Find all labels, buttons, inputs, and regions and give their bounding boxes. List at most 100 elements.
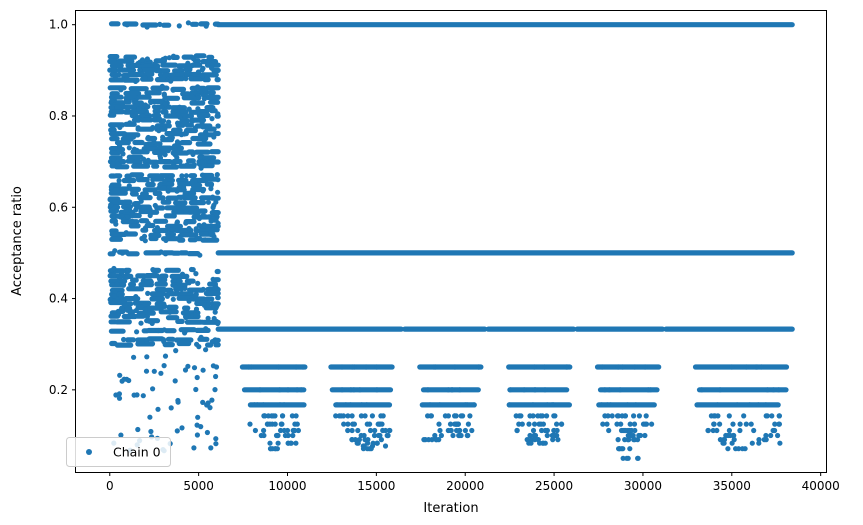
data-point bbox=[624, 455, 630, 461]
data-point bbox=[386, 427, 392, 434]
data-point bbox=[193, 226, 199, 232]
data-point bbox=[142, 225, 149, 231]
data-point bbox=[116, 67, 122, 73]
data-point bbox=[139, 57, 146, 63]
data-point bbox=[378, 437, 384, 443]
data-point bbox=[141, 156, 147, 162]
data-point bbox=[282, 432, 288, 439]
data-point bbox=[142, 238, 148, 244]
data-point bbox=[437, 427, 443, 434]
data-point bbox=[635, 437, 641, 443]
data-point bbox=[730, 421, 736, 427]
data-point bbox=[725, 446, 731, 452]
data-point bbox=[116, 148, 122, 154]
data-point bbox=[202, 237, 208, 243]
data-point bbox=[131, 354, 137, 360]
data-point bbox=[189, 93, 195, 99]
data-point bbox=[135, 115, 141, 121]
data-point bbox=[112, 74, 118, 80]
data-point bbox=[215, 177, 221, 183]
data-point bbox=[763, 432, 769, 439]
data-point bbox=[606, 387, 613, 393]
data-point bbox=[176, 235, 183, 241]
data-point bbox=[163, 237, 169, 243]
data-point bbox=[211, 202, 217, 208]
data-point bbox=[334, 402, 340, 408]
data-point bbox=[151, 88, 157, 94]
data-point bbox=[198, 165, 204, 171]
data-point bbox=[712, 413, 718, 419]
data-point bbox=[129, 63, 135, 69]
data-point bbox=[755, 402, 762, 408]
data-point bbox=[205, 199, 211, 205]
data-point bbox=[135, 60, 141, 67]
data-point bbox=[176, 23, 182, 29]
data-point bbox=[347, 402, 354, 408]
data-point bbox=[212, 309, 218, 315]
data-point bbox=[208, 231, 214, 237]
data-point bbox=[627, 446, 633, 452]
data-point bbox=[155, 327, 161, 334]
data-point bbox=[126, 145, 132, 151]
data-point bbox=[125, 109, 131, 115]
data-point bbox=[359, 402, 365, 408]
data-point bbox=[126, 183, 132, 189]
data-point bbox=[180, 121, 186, 127]
data-point bbox=[205, 315, 211, 321]
data-point bbox=[193, 86, 199, 92]
data-point bbox=[194, 432, 200, 438]
data-point bbox=[274, 432, 280, 439]
data-point bbox=[163, 251, 169, 257]
data-point bbox=[183, 220, 189, 226]
data-point bbox=[532, 421, 538, 427]
data-point bbox=[540, 440, 546, 446]
data-point bbox=[280, 413, 286, 419]
data-point bbox=[453, 413, 459, 419]
data-point bbox=[170, 53, 177, 59]
data-point bbox=[157, 72, 164, 78]
data-point bbox=[207, 405, 213, 411]
data-point bbox=[602, 387, 608, 393]
x-tick-label: 10000 bbox=[268, 479, 306, 493]
data-point bbox=[260, 402, 266, 408]
data-point bbox=[213, 436, 219, 442]
data-point bbox=[168, 405, 174, 411]
data-point bbox=[544, 432, 550, 439]
data-point bbox=[119, 305, 125, 311]
y-tick-label: 1.0 bbox=[49, 18, 68, 32]
data-point bbox=[215, 111, 221, 117]
data-point bbox=[532, 437, 538, 443]
data-point bbox=[124, 274, 130, 280]
data-point bbox=[531, 432, 537, 439]
data-point bbox=[165, 188, 171, 194]
data-point bbox=[161, 288, 167, 294]
data-point bbox=[458, 432, 464, 439]
data-point bbox=[182, 367, 189, 373]
data-point bbox=[643, 413, 649, 419]
data-point bbox=[159, 126, 165, 132]
data-point bbox=[158, 249, 164, 255]
data-point bbox=[614, 421, 620, 427]
data-point bbox=[649, 421, 655, 427]
data-point bbox=[215, 189, 221, 195]
data-point bbox=[736, 446, 742, 452]
data-point bbox=[191, 365, 198, 371]
data-point bbox=[625, 432, 631, 439]
data-point bbox=[164, 293, 170, 299]
data-point bbox=[176, 278, 182, 284]
data-point bbox=[199, 73, 205, 79]
data-point bbox=[467, 413, 473, 419]
data-point bbox=[173, 128, 179, 135]
data-point bbox=[211, 304, 217, 310]
data-point bbox=[447, 421, 454, 427]
data-point bbox=[212, 285, 218, 291]
data-point bbox=[148, 428, 154, 435]
data-point bbox=[300, 364, 306, 370]
data-point bbox=[150, 124, 156, 131]
data-point bbox=[421, 437, 427, 443]
data-point bbox=[635, 455, 641, 461]
x-tick-label: 15000 bbox=[357, 479, 395, 493]
data-point bbox=[196, 215, 202, 222]
data-point bbox=[708, 413, 715, 419]
data-point bbox=[167, 309, 173, 315]
